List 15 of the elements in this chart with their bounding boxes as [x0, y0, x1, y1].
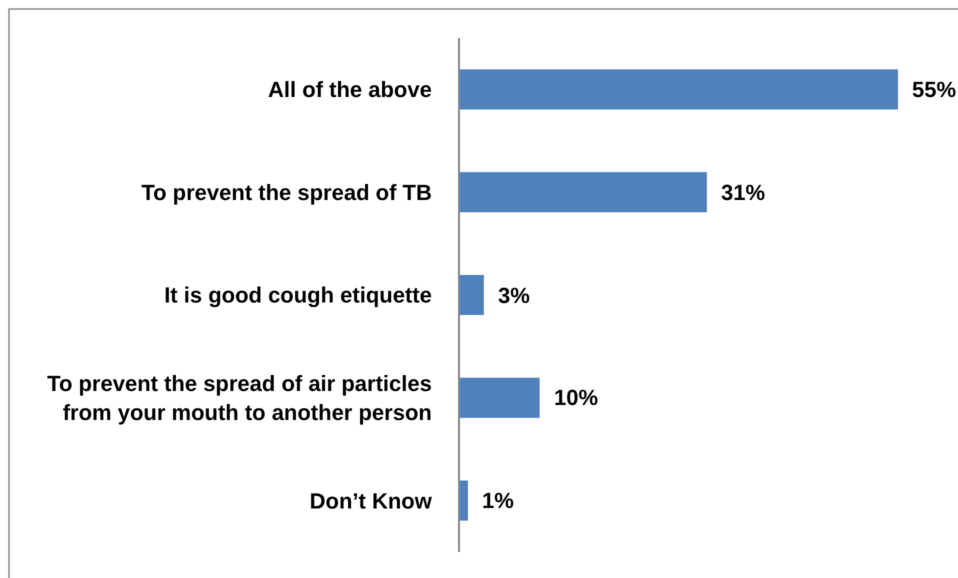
bar	[460, 378, 540, 418]
bar	[460, 274, 484, 316]
y-tick-label: To prevent the spread of TB	[141, 180, 432, 205]
bar	[460, 172, 707, 212]
bar	[460, 69, 898, 110]
y-tick-label: To prevent the spread of air particles from your mouth to another person	[47, 371, 432, 425]
y-tick-label: Don’t Know	[310, 488, 433, 514]
data-label: 31%	[721, 180, 766, 205]
data-label: 55%	[912, 77, 956, 102]
data-label: 10%	[554, 385, 598, 410]
y-tick-label: It is good cough etiquette	[164, 282, 432, 308]
data-label: 1%	[482, 488, 514, 513]
data-label: 3%	[498, 283, 530, 308]
y-tick-label: All of the above	[268, 77, 432, 102]
bar	[460, 480, 468, 521]
